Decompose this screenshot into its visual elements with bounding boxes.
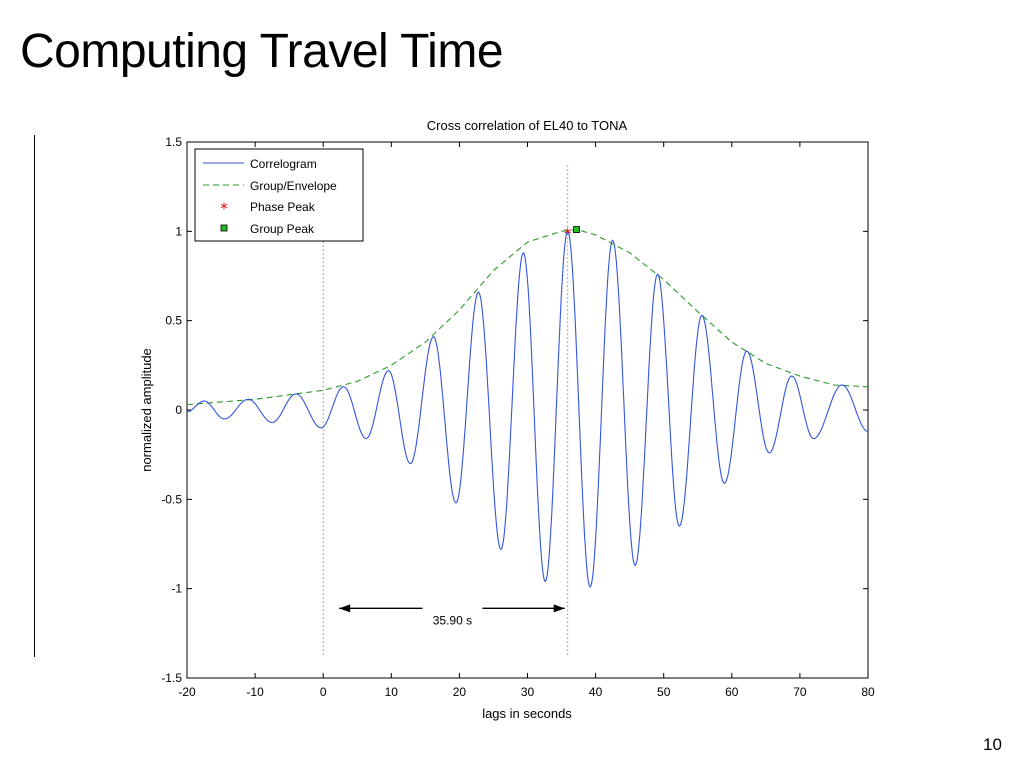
y-tick-label: -1	[171, 582, 182, 596]
x-tick-label: 80	[861, 685, 875, 699]
slide-title: Computing Travel Time	[20, 25, 504, 78]
y-axis-label: normalized amplitude	[139, 348, 154, 472]
asterisk-stroke	[220, 203, 228, 209]
y-tick-label: 1.5	[165, 135, 182, 149]
legend-label: Group Peak	[250, 222, 315, 236]
x-tick-label: 10	[385, 685, 399, 699]
x-tick-label: 50	[657, 685, 671, 699]
y-tick-label: -0.5	[161, 492, 182, 506]
x-tick-label: 60	[725, 685, 739, 699]
x-tick-label: -20	[178, 685, 196, 699]
y-tick-label: 0	[175, 403, 182, 417]
chart-title: Cross correlation of EL40 to TONA	[427, 118, 628, 133]
x-tick-label: -10	[246, 685, 264, 699]
y-tick-label: -1.5	[161, 671, 182, 685]
x-tick-label: 0	[320, 685, 327, 699]
legend-label: Phase Peak	[250, 200, 316, 214]
legend-swatch-group-peak	[220, 224, 228, 232]
x-tick-label: 40	[589, 685, 603, 699]
envelope-line	[186, 228, 869, 406]
annotation-label: 35.90 s	[433, 613, 472, 627]
x-tick-label: 70	[793, 685, 807, 699]
asterisk-stroke	[564, 229, 571, 234]
y-tick-label: 1	[175, 224, 182, 238]
legend-label: Group/Envelope	[250, 179, 337, 193]
group-peak-marker	[573, 226, 580, 233]
x-tick-label: 30	[521, 685, 535, 699]
annotation-arrow-right-head	[553, 604, 565, 613]
x-tick-label: 20	[453, 685, 467, 699]
x-axis-label: lags in seconds	[482, 706, 572, 721]
annotation-arrow-left-head	[339, 604, 351, 613]
correlogram-line	[186, 230, 869, 588]
phase-peak-marker	[564, 227, 571, 235]
legend-label: Correlogram	[250, 157, 317, 171]
y-tick-label: 0.5	[165, 314, 182, 328]
legend-swatch-phase-peak	[220, 202, 228, 210]
page-number: 10	[983, 735, 1002, 754]
side-rule	[34, 135, 35, 657]
